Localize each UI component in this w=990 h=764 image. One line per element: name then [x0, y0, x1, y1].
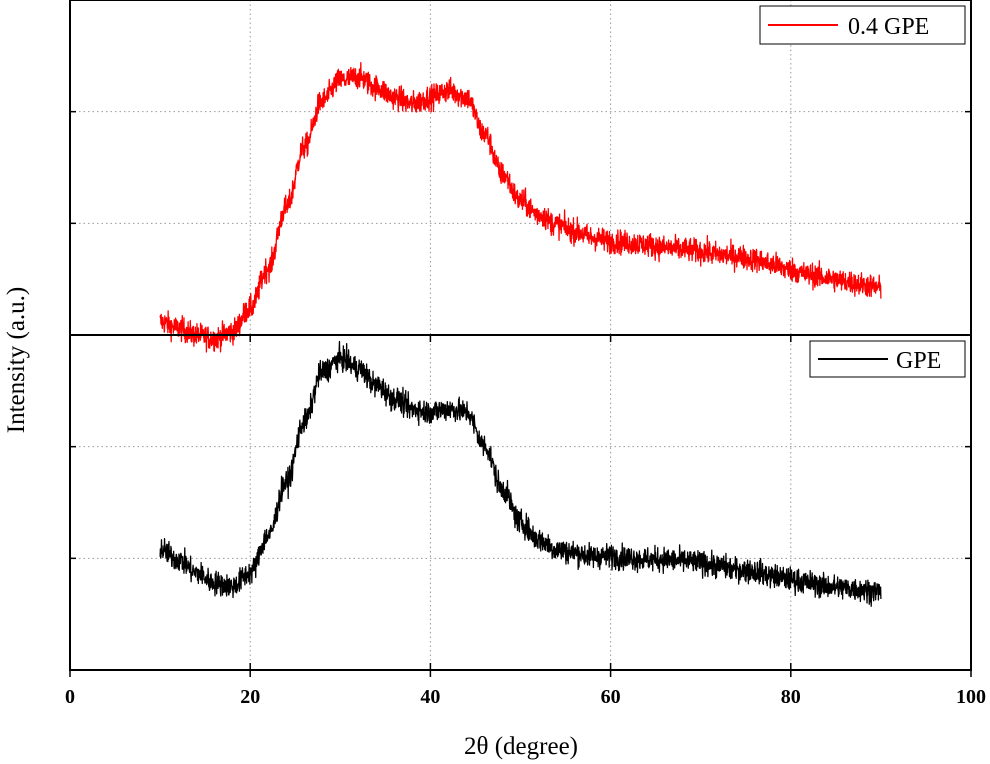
- x-axis-ticks: [69, 335, 972, 677]
- x-tick-label: 40: [420, 686, 440, 708]
- bottom-panel: GPE: [69, 334, 972, 671]
- bottom-panel-frame: [69, 334, 972, 671]
- series-line-gpe: [159, 340, 882, 607]
- y-axis-title: Intensity (a.u.): [3, 287, 30, 433]
- bottom-panel-grid: [70, 335, 971, 670]
- x-tick-label: 60: [601, 686, 621, 708]
- top-panel-grid: [70, 0, 971, 335]
- x-tick-label: 20: [240, 686, 260, 708]
- legend-label-0-4-gpe: 0.4 GPE: [848, 14, 929, 40]
- x-axis-tick-labels: 0 20 40 60 80 100: [65, 686, 986, 708]
- legend-top: 0.4 GPE: [759, 5, 966, 45]
- top-panel-frame: [69, 0, 972, 336]
- series-line-0-4-gpe: [159, 62, 882, 353]
- x-tick-label: 0: [65, 686, 75, 708]
- x-axis-title: 2θ (degree): [464, 733, 578, 760]
- x-tick-label: 100: [956, 686, 986, 708]
- top-panel: 0.4 GPE: [69, 0, 972, 353]
- legend-bottom: GPE: [809, 340, 966, 378]
- legend-label-gpe: GPE: [896, 348, 941, 374]
- x-tick-label: 80: [781, 686, 801, 708]
